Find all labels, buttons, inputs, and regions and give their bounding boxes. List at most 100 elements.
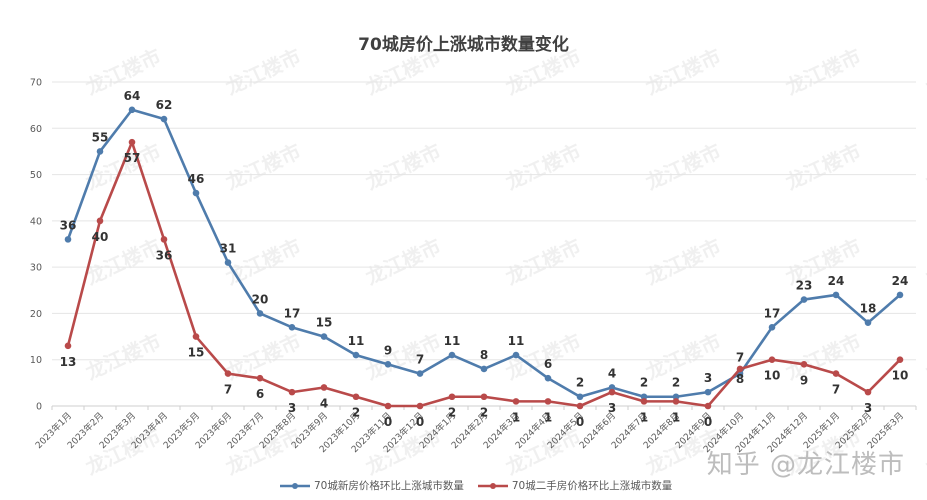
legend-label: 70城二手房价格环比上涨城市数量 [511, 480, 673, 492]
data-point[interactable] [512, 351, 520, 359]
data-point[interactable] [224, 259, 232, 266]
data-point[interactable] [544, 398, 552, 405]
data-label: 0 [704, 415, 712, 429]
data-point[interactable] [800, 361, 808, 368]
data-point[interactable] [384, 402, 392, 410]
data-point[interactable] [96, 148, 104, 155]
data-point[interactable] [416, 370, 424, 377]
data-label: 17 [284, 306, 301, 320]
data-point[interactable] [672, 398, 680, 405]
data-point[interactable] [832, 370, 840, 377]
data-point[interactable] [832, 291, 840, 299]
data-point[interactable] [512, 398, 520, 405]
data-point[interactable] [544, 374, 552, 382]
watermark-text: 龙江楼市 [362, 234, 445, 290]
data-label: 1 [512, 410, 520, 424]
data-label: 3 [704, 371, 712, 385]
data-point[interactable] [640, 393, 648, 401]
data-point[interactable] [608, 388, 616, 396]
data-label: 2 [352, 406, 360, 420]
watermark-text: 龙江楼市 [82, 329, 165, 385]
data-point[interactable] [480, 365, 488, 373]
data-point[interactable] [256, 374, 264, 382]
data-label: 24 [828, 274, 845, 288]
data-label: 57 [124, 151, 141, 165]
data-point[interactable] [288, 324, 296, 331]
watermark-text: 龙江楼市 [502, 139, 585, 195]
data-label: 46 [188, 172, 205, 186]
data-point[interactable] [288, 388, 296, 396]
data-point[interactable] [704, 388, 712, 396]
data-label: 2 [480, 406, 488, 420]
data-point[interactable] [640, 398, 648, 405]
data-label: 15 [316, 316, 333, 330]
y-tick-label: 20 [30, 309, 42, 320]
data-point[interactable] [320, 384, 328, 391]
data-label: 2 [448, 406, 456, 420]
data-point[interactable] [192, 189, 200, 197]
data-point[interactable] [576, 393, 584, 401]
data-point[interactable] [96, 217, 104, 225]
data-point[interactable] [256, 310, 264, 317]
data-point[interactable] [352, 393, 360, 401]
data-point[interactable] [416, 402, 424, 410]
data-label: 23 [796, 279, 813, 293]
data-point[interactable] [160, 236, 168, 243]
data-point[interactable] [768, 356, 776, 364]
data-label: 9 [800, 373, 808, 387]
data-label: 7 [224, 383, 232, 397]
data-point[interactable] [480, 393, 488, 401]
data-label: 62 [156, 98, 173, 112]
data-label: 55 [92, 130, 109, 144]
watermark-text: 龙江楼市 [922, 329, 927, 385]
data-point[interactable] [384, 361, 392, 368]
data-point[interactable] [64, 342, 72, 350]
watermark-text: 龙江楼市 [222, 139, 305, 195]
data-point[interactable] [320, 333, 328, 340]
data-point[interactable] [64, 236, 72, 243]
watermark-text: 龙江楼市 [362, 139, 445, 195]
legend-item-new-homes[interactable]: 70城新房价格环比上涨城市数量 [280, 478, 464, 493]
y-tick-label: 70 [30, 78, 42, 89]
watermark-text: 龙江楼市 [362, 329, 445, 385]
data-point[interactable] [672, 393, 680, 401]
data-label: 9 [384, 343, 392, 357]
data-label: 11 [508, 334, 525, 348]
data-point[interactable] [864, 388, 872, 396]
data-label: 11 [444, 334, 461, 348]
data-point[interactable] [160, 115, 168, 123]
data-label: 4 [320, 396, 328, 410]
data-label: 0 [576, 415, 584, 429]
data-point[interactable] [576, 402, 584, 410]
watermark-text: 龙江楼市 [922, 424, 927, 480]
data-point[interactable] [704, 402, 712, 410]
data-point[interactable] [448, 351, 456, 359]
data-point[interactable] [864, 319, 872, 326]
data-label: 7 [736, 351, 744, 365]
data-point[interactable] [896, 291, 904, 299]
y-tick-label: 40 [30, 216, 42, 227]
data-point[interactable] [128, 138, 136, 146]
data-point[interactable] [128, 106, 136, 114]
watermark-text: 龙江楼市 [222, 329, 305, 385]
data-point[interactable] [192, 333, 200, 340]
legend-item-second-hand[interactable]: 70城二手房价格环比上涨城市数量 [477, 478, 673, 493]
data-label: 3 [608, 401, 616, 415]
data-point[interactable] [224, 370, 232, 377]
watermark-text: 龙江楼市 [222, 44, 305, 100]
data-point[interactable] [896, 356, 904, 364]
watermark-text: 龙江楼市 [362, 44, 445, 100]
data-label: 64 [124, 89, 141, 103]
data-point[interactable] [608, 384, 616, 391]
data-point[interactable] [448, 393, 456, 401]
data-label: 31 [220, 242, 237, 256]
data-point[interactable] [736, 365, 744, 373]
data-point[interactable] [352, 351, 360, 359]
data-point[interactable] [800, 296, 808, 303]
data-label: 2 [672, 376, 680, 390]
data-point[interactable] [768, 324, 776, 331]
data-label: 10 [892, 369, 909, 383]
